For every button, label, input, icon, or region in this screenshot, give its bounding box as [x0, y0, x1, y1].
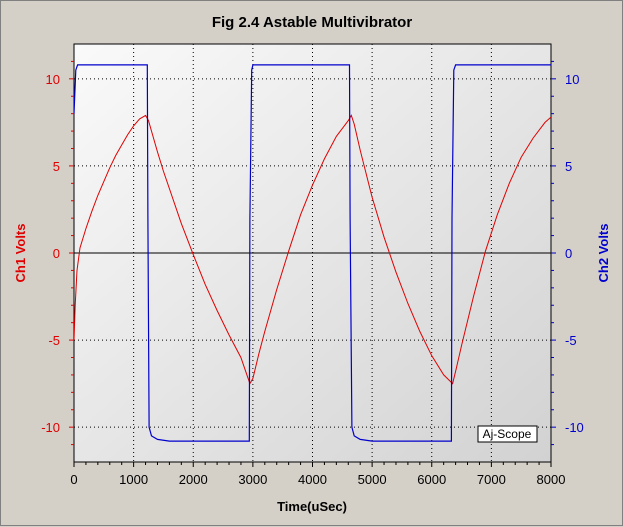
x-tick-label: 0 — [70, 472, 77, 487]
right-tick-label: 0 — [565, 246, 572, 261]
x-tick-label: 6000 — [417, 472, 446, 487]
left-tick-label: 5 — [53, 159, 60, 174]
aj-scope-annotation: Aj-Scope — [477, 425, 538, 443]
x-tick-label: 8000 — [537, 472, 566, 487]
x-axis-label: Time(uSec) — [277, 499, 347, 514]
annotation-box — [477, 425, 538, 443]
right-axis-label: Ch2 Volts — [596, 224, 611, 283]
right-axis-ticks: -10 -5 0 5 10 — [551, 60, 584, 446]
x-tick-label: 3000 — [238, 472, 267, 487]
left-axis-label: Ch1 Volts — [13, 224, 28, 283]
left-tick-label: -5 — [48, 333, 60, 348]
left-axis-ticks: -10 -5 0 5 10 — [41, 60, 74, 446]
right-tick-label: -10 — [565, 420, 584, 435]
series-ch1-line — [74, 114, 551, 385]
grid-lines — [74, 44, 551, 462]
x-tick-label: 7000 — [477, 472, 506, 487]
right-tick-label: 5 — [565, 159, 572, 174]
x-tick-label: 1000 — [119, 472, 148, 487]
x-axis-ticks: 0 1000 2000 3000 4000 5000 6000 7000 8000 — [70, 462, 565, 487]
chart-title: Fig 2.4 Astable Multivibrator — [212, 14, 412, 31]
x-tick-label: 2000 — [179, 472, 208, 487]
left-tick-label: 10 — [46, 72, 60, 87]
left-tick-label: -10 — [41, 420, 60, 435]
right-tick-label: 10 — [565, 72, 579, 87]
series-ch2-line — [74, 64, 551, 442]
x-tick-label: 4000 — [298, 472, 327, 487]
left-tick-label: 0 — [53, 246, 60, 261]
annotation-text: Aj-Scope — [483, 427, 532, 441]
x-tick-label: 5000 — [358, 472, 387, 487]
right-tick-label: -5 — [565, 333, 577, 348]
